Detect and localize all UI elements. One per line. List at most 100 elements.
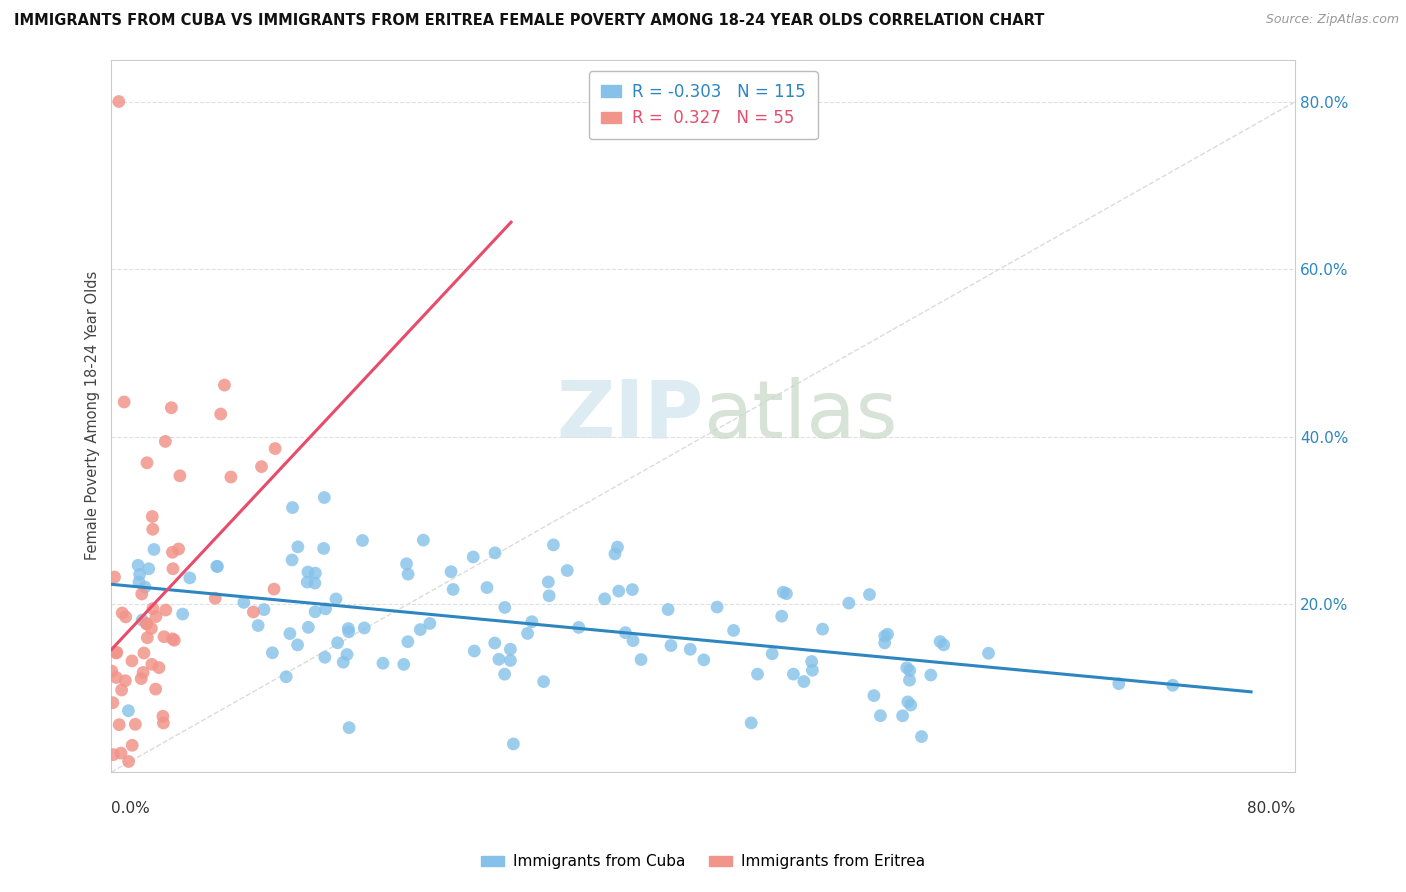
Text: Source: ZipAtlas.com: Source: ZipAtlas.com <box>1265 13 1399 27</box>
Point <box>114 673 136 688</box>
Point <box>516 626 538 640</box>
Point <box>135 616 157 631</box>
Point <box>772 585 794 599</box>
Point <box>242 605 264 619</box>
Point <box>128 567 150 582</box>
Point <box>155 434 177 449</box>
Point <box>621 633 644 648</box>
Point <box>253 602 276 616</box>
Point <box>484 546 506 560</box>
Point <box>325 591 347 606</box>
Text: ZIP: ZIP <box>557 376 703 455</box>
Point <box>128 575 150 590</box>
Text: 80.0%: 80.0% <box>1247 801 1295 815</box>
Point <box>502 737 524 751</box>
Point <box>101 696 124 710</box>
Point <box>593 591 616 606</box>
Point <box>105 671 128 685</box>
Point <box>148 660 170 674</box>
Point <box>162 545 184 559</box>
Point <box>858 588 880 602</box>
Point <box>761 647 783 661</box>
Point <box>412 533 434 548</box>
Point <box>910 730 932 744</box>
Point <box>606 540 628 554</box>
Point <box>105 646 128 660</box>
Point <box>679 642 702 657</box>
Point <box>129 672 152 686</box>
Point <box>167 541 190 556</box>
Point <box>775 587 797 601</box>
Text: atlas: atlas <box>703 376 898 455</box>
Point <box>281 553 304 567</box>
Point <box>278 626 301 640</box>
Point <box>103 747 125 762</box>
Point <box>132 646 155 660</box>
Point <box>163 633 186 648</box>
Point <box>262 646 284 660</box>
Point <box>110 746 132 760</box>
Point <box>314 491 336 505</box>
Point <box>142 601 165 615</box>
Point <box>250 459 273 474</box>
Text: IMMIGRANTS FROM CUBA VS IMMIGRANTS FROM ERITREA FEMALE POVERTY AMONG 18-24 YEAR : IMMIGRANTS FROM CUBA VS IMMIGRANTS FROM … <box>14 13 1045 29</box>
Point <box>543 538 565 552</box>
Point <box>127 558 149 573</box>
Point <box>160 401 183 415</box>
Point <box>152 709 174 723</box>
Point <box>353 621 375 635</box>
Point <box>494 667 516 681</box>
Point <box>876 627 898 641</box>
Point <box>135 616 157 631</box>
Point <box>863 689 886 703</box>
Point <box>276 670 298 684</box>
Point <box>898 673 921 688</box>
Point <box>900 698 922 712</box>
Text: 0.0%: 0.0% <box>111 801 150 815</box>
Point <box>747 667 769 681</box>
Point <box>723 624 745 638</box>
Point <box>172 607 194 621</box>
Point <box>896 661 918 675</box>
Point <box>263 582 285 596</box>
Point <box>395 557 418 571</box>
Point <box>838 596 860 610</box>
Point <box>136 456 159 470</box>
Point <box>117 755 139 769</box>
Point <box>537 574 560 589</box>
Point <box>204 591 226 606</box>
Point <box>499 642 522 657</box>
Point <box>740 715 762 730</box>
Point <box>337 721 360 735</box>
Point <box>138 562 160 576</box>
Point <box>219 470 242 484</box>
Point <box>207 559 229 574</box>
Point <box>614 625 637 640</box>
Point <box>337 624 360 639</box>
Point <box>108 95 131 109</box>
Point <box>929 634 952 648</box>
Point <box>314 650 336 665</box>
Point <box>371 657 394 671</box>
Point <box>287 638 309 652</box>
Point <box>136 631 159 645</box>
Point <box>396 634 419 648</box>
Point <box>336 648 359 662</box>
Point <box>441 582 464 597</box>
Point <box>131 587 153 601</box>
Point <box>793 674 815 689</box>
Point <box>869 708 891 723</box>
Point <box>100 664 122 678</box>
Point <box>112 395 135 409</box>
Point <box>706 600 728 615</box>
Point <box>811 622 834 636</box>
Point <box>499 653 522 667</box>
Point <box>463 549 485 564</box>
Point <box>117 704 139 718</box>
Point <box>782 667 804 681</box>
Point <box>141 621 163 635</box>
Point <box>312 541 335 556</box>
Point <box>121 739 143 753</box>
Point <box>247 618 270 632</box>
Point <box>932 638 955 652</box>
